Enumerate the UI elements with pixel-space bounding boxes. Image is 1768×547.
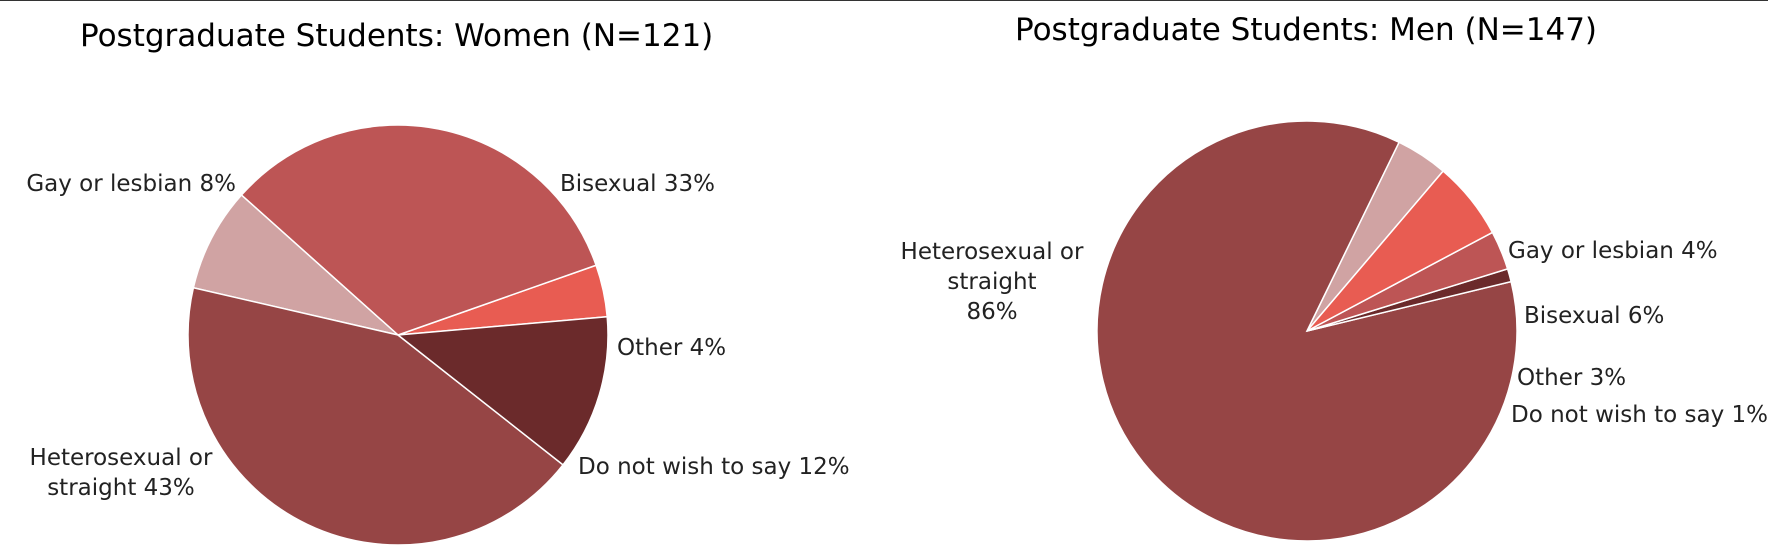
slice-label-line: Do not wish to say 12% [578,454,850,480]
slice-label-line: straight [947,269,1036,295]
slice-label-line: Bisexual 6% [1524,303,1664,329]
slice-label-bisexual: Bisexual 6% [1524,303,1664,329]
slice-label-line: Gay or lesbian 4% [1508,238,1718,264]
slice-label-heterosexual-or-straight: Heterosexual or straight 43% [30,445,213,501]
slice-label-line: Heterosexual or [30,445,213,471]
slice-label-gay-or-lesbian: Gay or lesbian 8% [26,171,236,197]
slice-label-other: Other 3% [1517,365,1626,391]
slice-label-line: Gay or lesbian 8% [26,171,236,197]
pie-men [1096,120,1518,542]
slice-label-do-not-wish-to-say: Do not wish to say 1% [1511,402,1768,428]
pie-slice-bisexual [240,124,598,336]
chart-women: Postgraduate Students: Women (N=121) Oth… [26,18,850,546]
slice-label-bisexual: Bisexual 33% [560,171,715,197]
slice-label-line: Heterosexual or [901,239,1084,265]
chart-title-women: Postgraduate Students: Women (N=121) [80,18,713,54]
slice-label-line: straight 43% [47,475,195,501]
slice-label-line: Bisexual 33% [560,171,715,197]
pie-slice-bisexual [1306,170,1494,332]
slice-label-line: Other 3% [1517,365,1626,391]
slice-label-other: Other 4% [617,335,726,361]
pie-labels-women: Other 4% Bisexual 33% Gay or lesbian 8% Het… [26,171,849,501]
pie-slice-do-not-wish-to-say [396,315,609,466]
slice-label-line: Other 4% [617,335,726,361]
slice-label-heterosexual-or-straight: Heterosexual or straight 86% [901,239,1084,325]
slice-label-line: Do not wish to say 1% [1511,402,1768,428]
chart-men: Postgraduate Students: Men (N=147) Gay o… [901,12,1768,542]
pie-slice-gay-or-lesbian [192,193,399,336]
pie-slice-heterosexual-or-straight [187,286,565,546]
slice-label-do-not-wish-to-say: Do not wish to say 12% [578,454,850,480]
slice-label-line: 86% [966,299,1017,325]
pie-labels-men: Gay or lesbian 4% Heterosexual or straight… [901,238,1768,428]
chart-title-men: Postgraduate Students: Men (N=147) [1015,12,1597,48]
top-border [0,0,1768,1]
slice-label-gay-or-lesbian: Gay or lesbian 4% [1508,238,1718,264]
pie-women [187,124,609,546]
